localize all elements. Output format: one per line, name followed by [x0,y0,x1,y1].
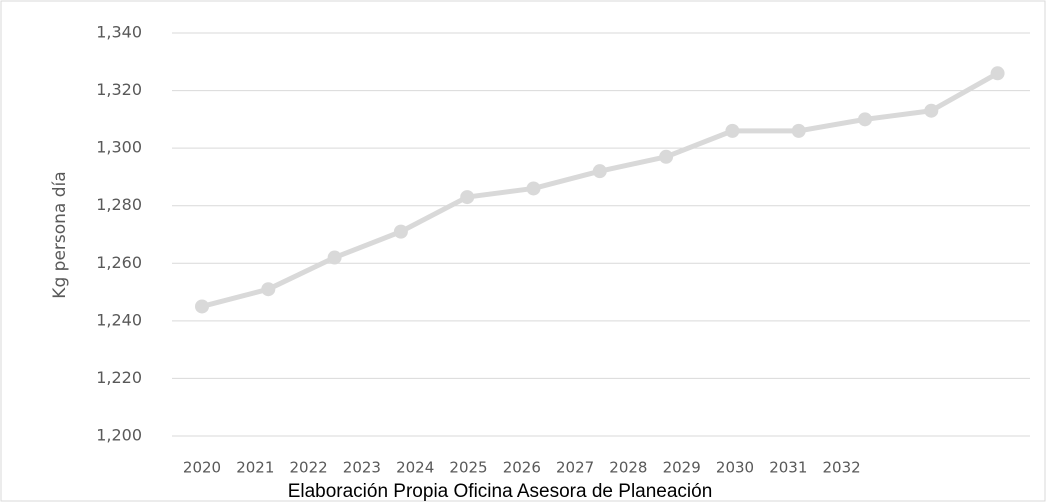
marker [261,282,276,297]
y-tick-label: 1,240 [96,310,142,329]
x-tick-label: 2022 [290,459,328,477]
x-tick-label: 2032 [823,459,861,477]
x-tick-label: 2025 [449,459,487,477]
x-tick-label: 2031 [769,459,807,477]
x-tick-label: 2023 [343,459,381,477]
marker [460,190,475,205]
x-tick-label: 2024 [396,459,434,477]
marker [990,66,1005,81]
x-tick-label: 2030 [716,459,754,477]
marker [393,224,408,239]
marker [791,123,806,138]
y-tick-label: 1,220 [96,368,142,387]
x-tick-label: 2028 [609,459,647,477]
marker [195,299,209,314]
marker [526,181,541,196]
x-tick-label: 2026 [503,459,541,477]
marker [592,164,607,179]
caption: Elaboración Propia Oficina Asesora de Pl… [288,481,713,502]
y-tick-label: 1,200 [96,426,142,445]
y-tick-label: 1,300 [96,138,142,157]
x-tick-label: 2029 [663,459,701,477]
y-tick-label: 1,280 [96,195,142,214]
x-tick-label: 2020 [183,459,221,477]
x-tick-label: 2021 [236,459,274,477]
marker [858,112,872,127]
x-tick-label: 2027 [556,459,594,477]
marker [327,250,342,265]
y-axis-label: Kg persona día [50,171,70,298]
marker [924,103,939,118]
marker [725,123,740,138]
line [201,71,999,309]
y-tick-label: 1,260 [96,253,142,272]
marker [659,149,674,164]
y-tick-label: 1,320 [96,80,142,99]
y-tick-label: 1,340 [96,23,142,42]
